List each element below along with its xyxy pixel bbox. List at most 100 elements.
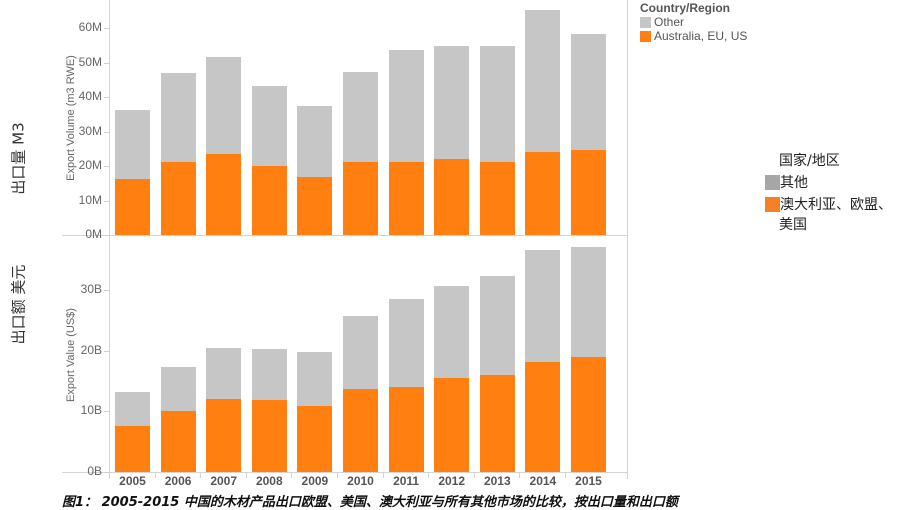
legend-country-region: Country/Region Other Australia, EU, US (640, 1, 747, 43)
bar-segment-australia-eu-us[interactable] (571, 357, 606, 472)
x-separator (200, 473, 202, 478)
bar-segment-other[interactable] (479, 275, 515, 375)
bar-segment-other[interactable] (525, 249, 561, 363)
bar-segment-other[interactable] (160, 72, 196, 162)
legend-zh-label-other: 其他 (780, 175, 808, 191)
bottom-bar-2011[interactable] (388, 299, 424, 472)
bottom-bar-2008[interactable] (251, 348, 287, 472)
bar-segment-other[interactable] (343, 316, 378, 389)
bottom-bar-2006[interactable] (160, 366, 196, 472)
top-tick-mark (104, 166, 109, 167)
legend-item-other[interactable]: Other (640, 15, 747, 29)
bar-segment-other[interactable] (388, 50, 424, 162)
bar-segment-other[interactable] (115, 391, 150, 426)
bar-segment-australia-eu-us[interactable] (206, 153, 242, 235)
bottom-bar-2010[interactable] (343, 316, 378, 472)
bar-segment-other[interactable] (434, 286, 470, 378)
bar-segment-other[interactable] (525, 10, 561, 152)
bottom-bar-2013[interactable] (479, 275, 515, 472)
x-label-2008: 2008 (255, 474, 283, 488)
x-label-2010: 2010 (347, 474, 374, 488)
legend-zh: 国家/地区 其他 澳大利亚、欧盟、 美国 (765, 150, 909, 234)
legend-zh-item-other[interactable]: 其他 (765, 172, 909, 194)
top-bar-2008[interactable] (251, 85, 287, 235)
bar-segment-other[interactable] (115, 110, 150, 180)
x-label-2012: 2012 (438, 474, 466, 488)
top-bar-2007[interactable] (206, 56, 242, 235)
swatch-australia-eu-us-icon (640, 30, 651, 42)
x-separator (565, 473, 566, 478)
top-bar-2010[interactable] (343, 72, 378, 235)
bar-segment-australia-eu-us[interactable] (251, 399, 287, 472)
top-tick-mark (104, 97, 109, 98)
bottom-bar-2012[interactable] (434, 286, 470, 472)
bar-segment-australia-eu-us[interactable] (160, 411, 196, 472)
bar-segment-australia-eu-us[interactable] (251, 165, 287, 235)
top-tick-mark (104, 235, 109, 236)
x-separator (109, 473, 110, 478)
bar-segment-australia-eu-us[interactable] (297, 177, 333, 235)
bar-segment-other[interactable] (251, 348, 287, 400)
top-tick-mark (104, 62, 109, 64)
top-tick-mark (104, 131, 109, 133)
bar-segment-other[interactable] (206, 56, 242, 154)
top-tick-label: 20M (78, 158, 102, 172)
bottom-bar-2009[interactable] (297, 351, 333, 472)
bottom-tick-label: 10B (80, 403, 102, 418)
bottom-bar-2007[interactable] (206, 348, 242, 472)
bar-segment-australia-eu-us[interactable] (160, 161, 196, 235)
bar-segment-australia-eu-us[interactable] (206, 399, 242, 472)
bottom-tick-mark (104, 350, 109, 352)
bar-segment-australia-eu-us[interactable] (525, 151, 561, 235)
legend-zh-item-australia-eu-us[interactable]: 澳大利亚、欧盟、 (765, 194, 909, 214)
bar-segment-australia-eu-us[interactable] (115, 425, 150, 472)
legend-label-other: Other (654, 15, 685, 29)
y-axis-line (109, 0, 110, 479)
top-bar-2009[interactable] (297, 105, 333, 235)
top-tick-label: 60M (78, 20, 102, 34)
legend-label-australia-eu-us: Australia, EU, US (654, 29, 748, 43)
bar-segment-other[interactable] (434, 45, 470, 160)
legend-zh-label-main: 澳大利亚、欧盟、 (780, 197, 892, 213)
bar-segment-australia-eu-us[interactable] (434, 159, 470, 235)
bottom-bar-2015[interactable] (571, 246, 606, 472)
bar-segment-australia-eu-us[interactable] (434, 377, 470, 472)
top-bar-2005[interactable] (115, 110, 150, 235)
bar-segment-australia-eu-us[interactable] (388, 387, 424, 472)
bottom-bar-2014[interactable] (525, 249, 561, 472)
bar-segment-other[interactable] (388, 299, 424, 387)
bar-segment-other[interactable] (479, 45, 515, 162)
bar-segment-other[interactable] (297, 105, 333, 178)
bottom-bar-2005[interactable] (115, 391, 150, 472)
top-bar-2011[interactable] (388, 50, 424, 235)
bar-segment-other[interactable] (297, 351, 333, 406)
bar-segment-australia-eu-us[interactable] (297, 405, 333, 472)
bar-segment-other[interactable] (251, 85, 287, 166)
bottom-tick-mark (104, 289, 109, 291)
swatch-other-icon (640, 16, 651, 28)
top-bar-2014[interactable] (525, 10, 561, 235)
top-bar-2015[interactable] (571, 33, 606, 235)
x-label-2007: 2007 (210, 474, 238, 488)
x-label-2009: 2009 (301, 474, 329, 488)
legend-item-australia-eu-us[interactable]: Australia, EU, US (640, 29, 747, 43)
bar-segment-australia-eu-us[interactable] (343, 161, 378, 235)
bar-segment-other[interactable] (571, 246, 606, 358)
top-bar-2006[interactable] (160, 72, 196, 235)
bar-segment-other[interactable] (571, 33, 606, 151)
bar-segment-australia-eu-us[interactable] (525, 362, 561, 472)
top-tick-label: 0M (85, 227, 102, 241)
bar-segment-other[interactable] (206, 348, 242, 400)
top-bar-2013[interactable] (479, 45, 515, 235)
bar-segment-other[interactable] (343, 72, 378, 162)
bar-segment-australia-eu-us[interactable] (343, 388, 378, 472)
bar-segment-australia-eu-us[interactable] (571, 150, 606, 235)
bar-segment-australia-eu-us[interactable] (115, 179, 150, 235)
bar-segment-other[interactable] (160, 366, 196, 412)
bar-segment-australia-eu-us[interactable] (479, 374, 515, 472)
bar-segment-australia-eu-us[interactable] (388, 161, 424, 235)
figure-caption: 图1： 2005-2015 中国的木材产品出口欧盟、美国、澳大利亚与所有其他市场… (62, 495, 678, 510)
bar-segment-australia-eu-us[interactable] (479, 161, 515, 235)
top-bar-2012[interactable] (434, 45, 470, 235)
top-tick-label: 50M (78, 54, 102, 69)
